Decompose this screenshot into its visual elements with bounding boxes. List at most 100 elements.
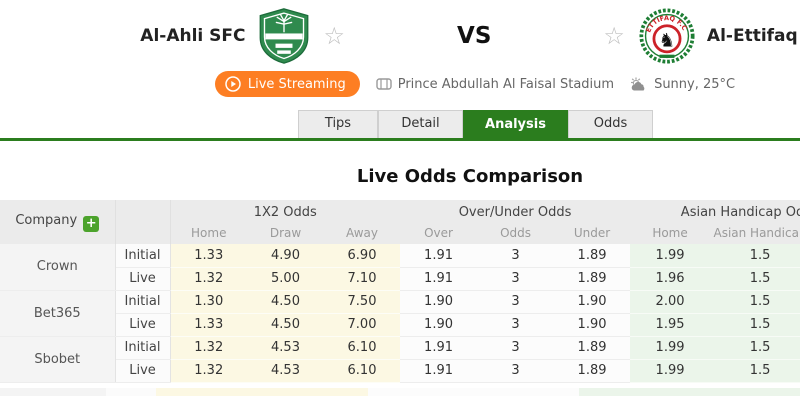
away-team: ☆ ETTIFAQ F.C ♞ (603, 8, 798, 64)
table-row: Live 1.32 4.53 6.10 1.91 3 1.89 1.99 1.5 (0, 359, 800, 383)
odds-cell: 1.30 (170, 290, 247, 314)
home-favorite-star-icon[interactable]: ☆ (323, 22, 346, 50)
away-team-logo: ETTIFAQ F.C ♞ (639, 8, 695, 64)
odds-cell: 1.33 (170, 313, 247, 337)
subheader-ou-over: Over (400, 221, 478, 244)
type-cell: Initial (115, 290, 171, 314)
type-cell: Live (115, 313, 171, 337)
stadium-icon (376, 77, 392, 91)
odds-cell: 1.33 (170, 244, 247, 268)
away-favorite-star-icon[interactable]: ☆ (603, 22, 625, 50)
odds-cell: 1.89 (554, 336, 631, 360)
type-cell: Initial (115, 336, 171, 360)
odds-cell: 1.91 (400, 336, 478, 360)
subheader-ou-under: Under (554, 221, 631, 244)
next-row-sliver (0, 387, 800, 396)
odds-cell: 4.53 (247, 336, 324, 360)
home-team-logo (258, 8, 310, 64)
type-cell: Live (115, 267, 171, 291)
tab-tips[interactable]: Tips (298, 110, 378, 138)
odds-cell: 1.99 (630, 244, 711, 268)
stadium-info: Prince Abdullah Al Faisal Stadium (376, 77, 614, 92)
tab-odds[interactable]: Odds (568, 110, 653, 138)
table-row: Live 1.32 5.00 7.10 1.91 3 1.89 1.96 1.5 (0, 267, 800, 291)
odds-cell: 1.95 (630, 313, 711, 337)
group-header-1x2: 1X2 Odds (170, 200, 401, 221)
sun-cloud-icon (630, 77, 648, 92)
odds-cell: 1.90 (554, 313, 631, 337)
odds-cell: 1.5 (710, 336, 800, 360)
accent-divider (0, 138, 800, 141)
odds-cell: 2.00 (630, 290, 711, 314)
odds-cell: 1.96 (630, 267, 711, 291)
odds-cell: 1.90 (400, 290, 478, 314)
type-header (115, 200, 171, 244)
odds-cell: 1.90 (554, 290, 631, 314)
match-header: Al-Ahli SFC (0, 0, 800, 102)
odds-comparison-table: Company + 1X2 Odds Over/Under Odds Asian … (0, 200, 800, 383)
odds-cell: 1.89 (554, 359, 631, 383)
odds-cell: 1.5 (710, 267, 800, 291)
company-cell: Sbobet (0, 336, 116, 383)
odds-cell: 1.89 (554, 267, 631, 291)
group-header-asian-handicap: Asian Handicap Odds (630, 200, 800, 221)
odds-cell: 4.50 (247, 290, 324, 314)
odds-cell: 6.10 (324, 359, 401, 383)
odds-cell: 1.5 (710, 244, 800, 268)
group-header-over-under: Over/Under Odds (400, 200, 631, 221)
odds-cell: 1.32 (170, 336, 247, 360)
odds-cell: 4.53 (247, 359, 324, 383)
odds-cell: 6.90 (324, 244, 401, 268)
tab-analysis[interactable]: Analysis (463, 110, 568, 138)
live-streaming-button[interactable]: Live Streaming (214, 71, 360, 97)
away-team-name: Al-Ettifaq (706, 26, 798, 46)
home-team: Al-Ahli SFC (140, 8, 345, 64)
subheader-ah-home: Home (630, 221, 711, 244)
odds-cell: 1.91 (400, 267, 478, 291)
table-row: Bet365 Initial 1.30 4.50 7.50 1.90 3 1.9… (0, 290, 800, 337)
odds-cell: 6.10 (324, 336, 401, 360)
table-row: Live 1.33 4.50 7.00 1.90 3 1.90 1.95 1.5 (0, 313, 800, 337)
tab-detail[interactable]: Detail (378, 110, 463, 138)
odds-cell: 7.00 (324, 313, 401, 337)
section-title: Live Odds Comparison (356, 166, 584, 187)
odds-cell: 7.50 (324, 290, 401, 314)
company-cell: Crown (0, 244, 116, 291)
table-row: Sbobet Initial 1.32 4.53 6.10 1.91 3 1.8… (0, 336, 800, 383)
odds-cell: 1.5 (710, 313, 800, 337)
stadium-name: Prince Abdullah Al Faisal Stadium (397, 76, 615, 92)
odds-cell: 1.5 (710, 290, 800, 314)
subheader-ou-odds: Odds (477, 221, 555, 244)
odds-cell: 1.5 (710, 359, 800, 383)
odds-cell: 1.90 (400, 313, 478, 337)
odds-cell: 1.32 (170, 267, 247, 291)
odds-cell: 1.32 (170, 359, 247, 383)
type-cell: Live (115, 359, 171, 383)
odds-cell: 4.50 (247, 313, 324, 337)
odds-cell: 3 (477, 336, 555, 360)
match-info-row: Live Streaming Prince Abdullah Al Faisal… (75, 66, 800, 102)
odds-cell: 1.99 (630, 359, 711, 383)
company-header-label: Company (15, 212, 78, 228)
odds-cell: 3 (477, 313, 555, 337)
table-row: Crown Initial 1.33 4.90 6.90 1.91 3 1.89… (0, 244, 800, 291)
subheader-x12-home: Home (170, 221, 247, 244)
home-team-name: Al-Ahli SFC (140, 26, 246, 46)
subheader-x12-draw: Draw (247, 221, 324, 244)
teams-row: Al-Ahli SFC (69, 6, 800, 66)
odds-cell: 1.99 (630, 336, 711, 360)
weather-info: Sunny, 25°C (630, 77, 735, 92)
odds-cell: 3 (477, 267, 555, 291)
odds-cell: 1.91 (400, 244, 478, 268)
odds-cell: 5.00 (247, 267, 324, 291)
subheader-ah-handicap: Asian Handicap (710, 221, 800, 244)
odds-cell: 3 (477, 290, 555, 314)
add-company-button[interactable]: + (83, 215, 100, 232)
vs-label: VS (457, 23, 492, 49)
tab-bar: Tips Detail Analysis Odds (0, 110, 800, 138)
odds-cell: 4.90 (247, 244, 324, 268)
type-cell: Initial (115, 244, 171, 268)
odds-cell: 7.10 (324, 267, 401, 291)
odds-cell: 1.89 (554, 244, 631, 268)
